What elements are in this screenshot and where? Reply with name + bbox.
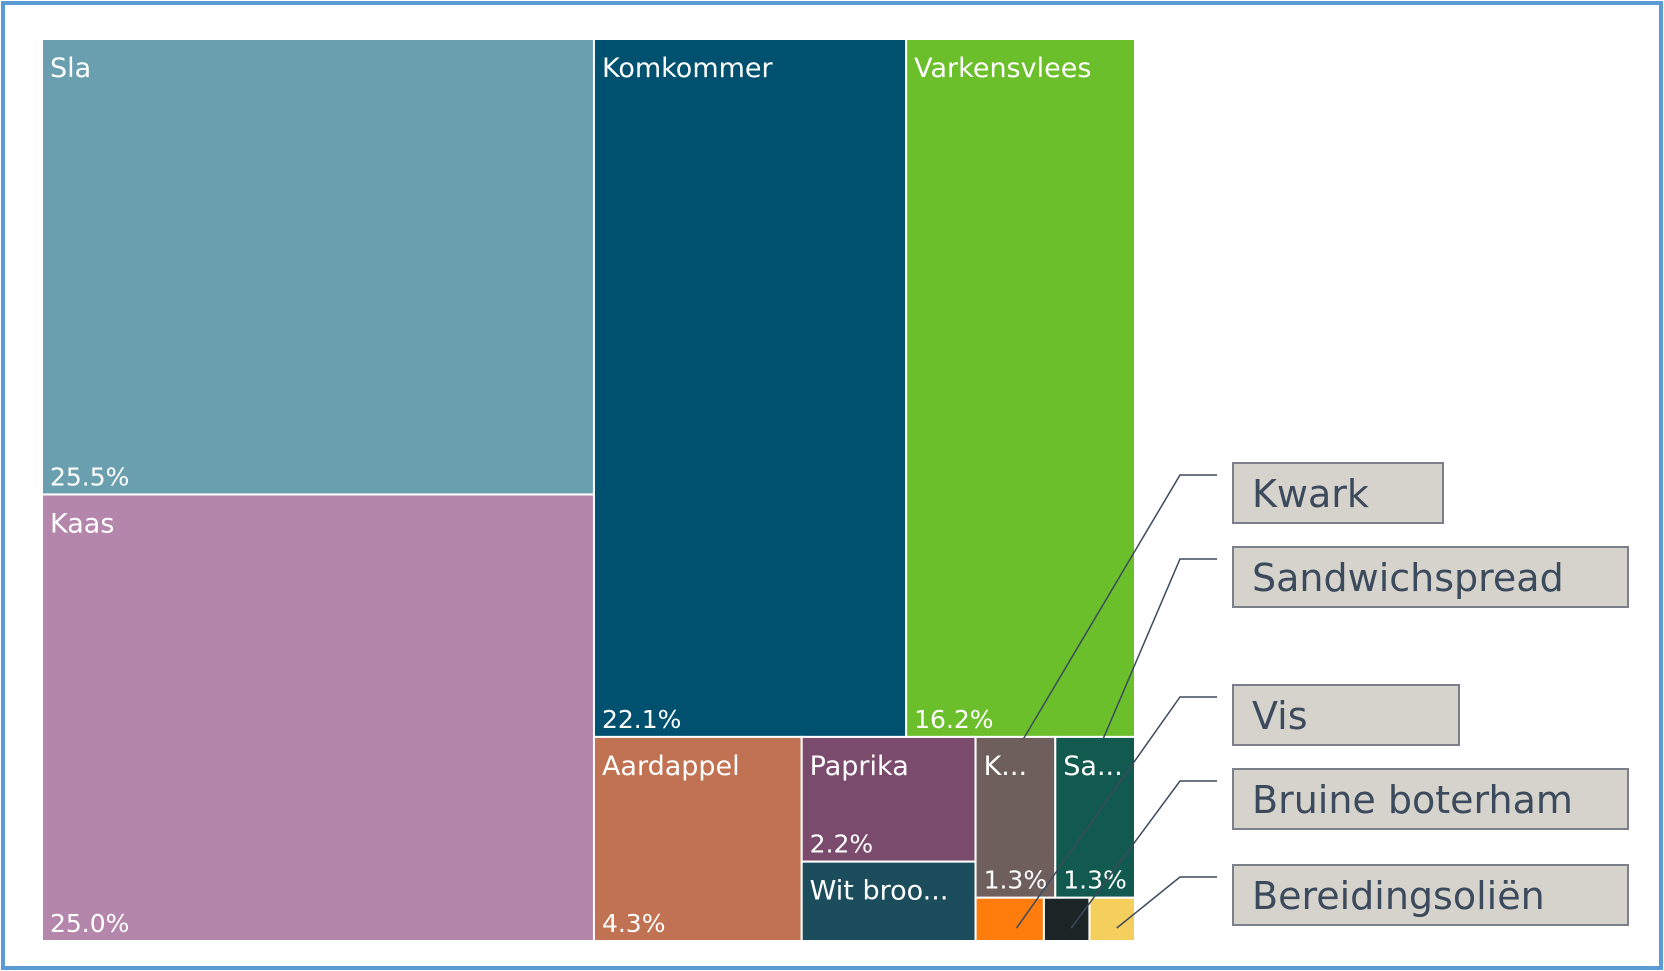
tile-label: K... bbox=[984, 751, 1027, 782]
leader-line bbox=[1102, 558, 1217, 740]
callout-label: Bereidingsoliën bbox=[1252, 874, 1545, 918]
tile bbox=[1042, 896, 1091, 943]
callout-box bbox=[1232, 768, 1629, 830]
value-label: 1.3% bbox=[1063, 866, 1127, 895]
tile bbox=[592, 38, 908, 738]
tile-label: Sa... bbox=[1063, 751, 1122, 782]
tile-label: Paprika bbox=[810, 751, 909, 782]
callout-label: Vis bbox=[1252, 694, 1308, 738]
leader-line bbox=[1015, 696, 1217, 929]
callout-label: Kwark bbox=[1252, 472, 1369, 516]
tile-label: Wit broo... bbox=[810, 876, 949, 907]
callout-label: Sandwichspread bbox=[1252, 556, 1564, 600]
tile-label: Kaas bbox=[50, 508, 114, 539]
value-label: 22.1% bbox=[602, 705, 681, 734]
tile-label: Sla bbox=[50, 53, 91, 84]
tile-label: Varkensvlees bbox=[914, 53, 1091, 84]
callout-box bbox=[1232, 546, 1629, 608]
tile bbox=[800, 735, 977, 863]
leader-line bbox=[1022, 474, 1217, 740]
tile bbox=[592, 735, 803, 943]
leader-line bbox=[1116, 876, 1217, 929]
tile-label: Komkommer bbox=[602, 53, 774, 84]
value-label: 2.2% bbox=[810, 830, 874, 859]
tile bbox=[905, 38, 1136, 738]
tile bbox=[974, 735, 1057, 899]
leader-line bbox=[1070, 780, 1217, 929]
callout-label: Bruine boterham bbox=[1252, 778, 1573, 822]
value-label: 1.3% bbox=[984, 866, 1048, 895]
callout-box bbox=[1232, 864, 1629, 926]
tile bbox=[41, 38, 595, 496]
value-label: 25.5% bbox=[50, 462, 129, 491]
value-label: 25.0% bbox=[50, 909, 129, 938]
value-label: 4.3% bbox=[602, 909, 666, 938]
callout-box bbox=[1232, 462, 1444, 524]
callout-box bbox=[1232, 684, 1460, 746]
tile-label: Aardappel bbox=[602, 751, 740, 782]
tile bbox=[41, 493, 595, 942]
value-label: 16.2% bbox=[914, 705, 993, 734]
